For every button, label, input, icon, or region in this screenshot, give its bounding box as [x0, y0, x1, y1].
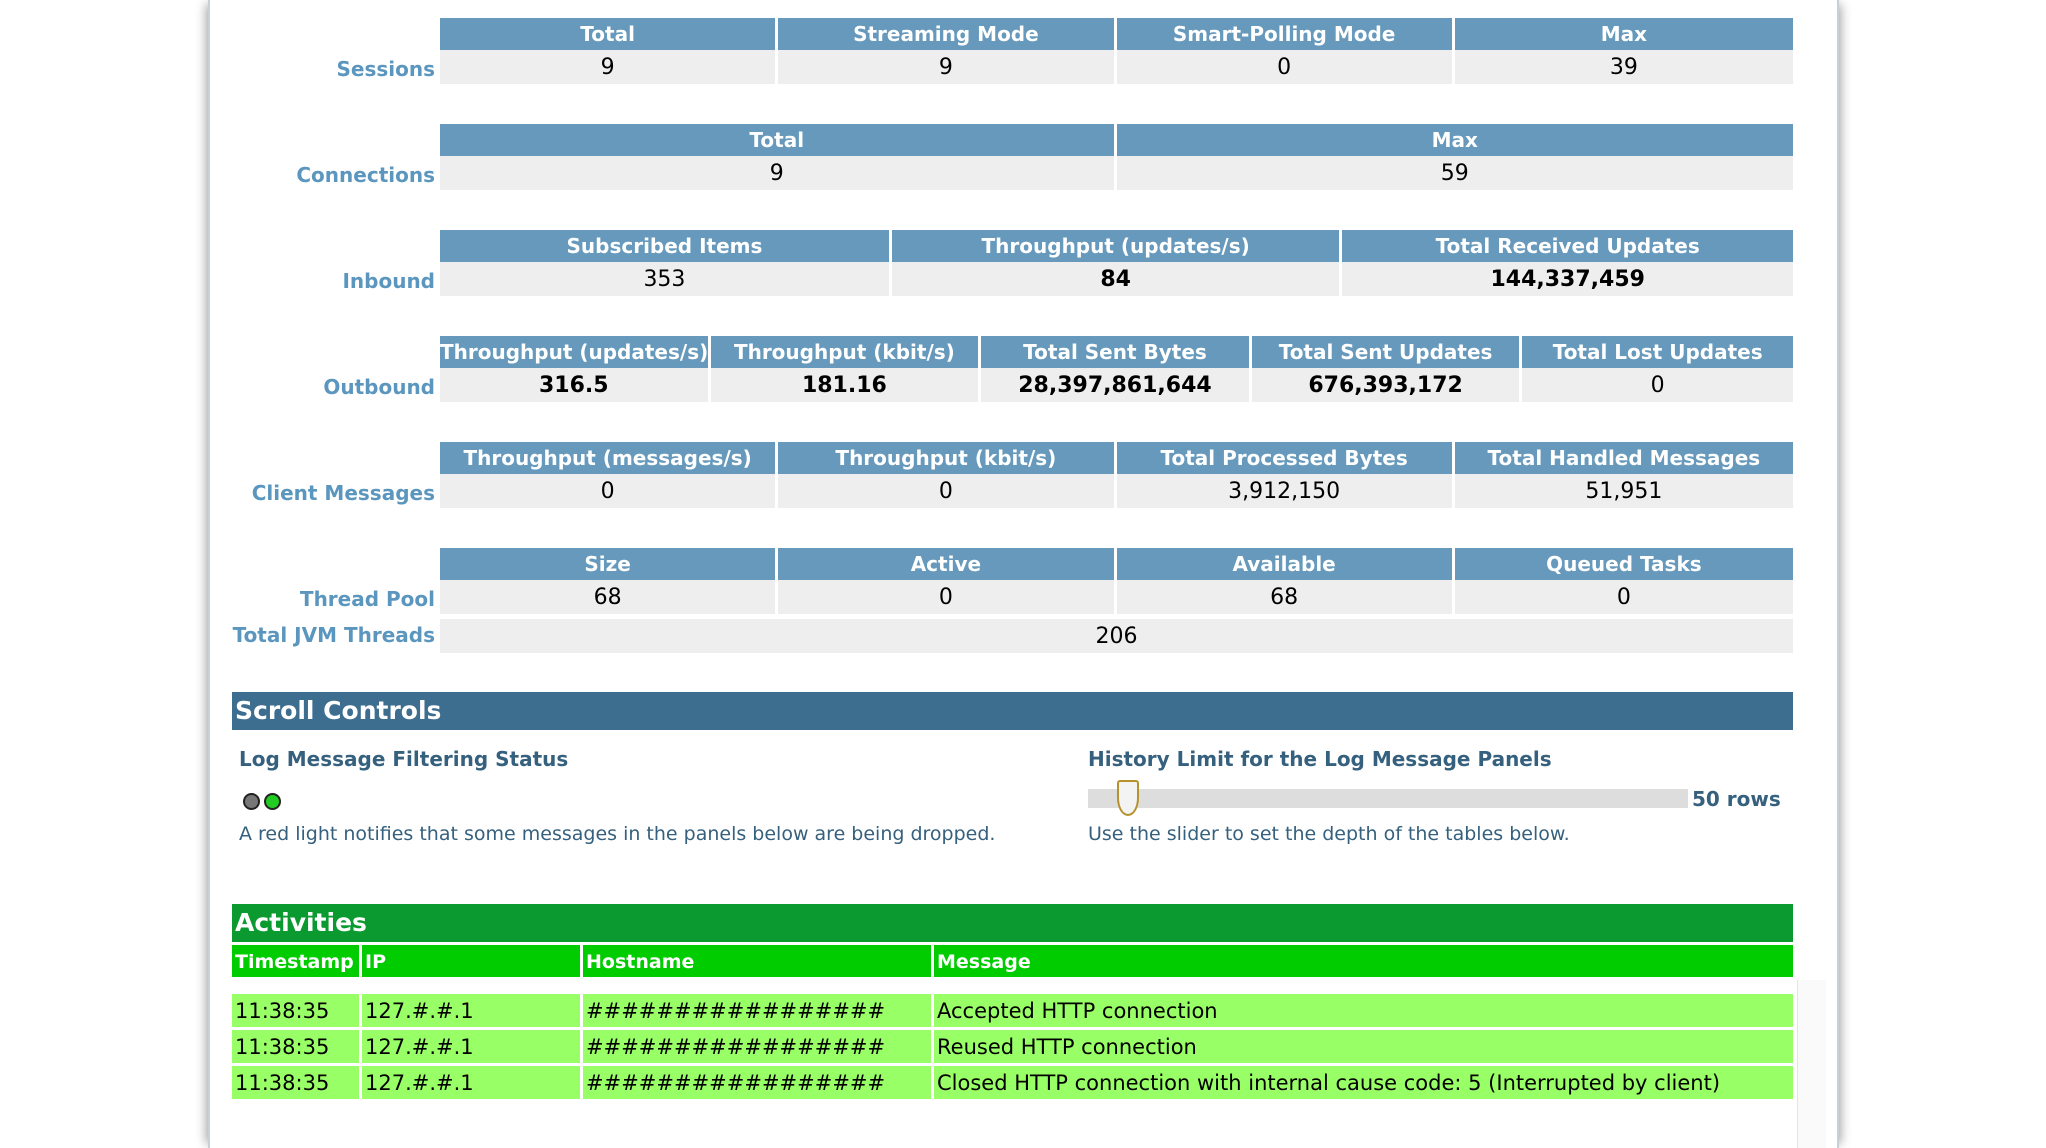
- value-cell: 676,393,172: [1251, 368, 1523, 402]
- filter-status-note: A red light notifies that some messages …: [239, 823, 996, 845]
- activities-table: Timestamp IP Hostname Message 11:38:35 1…: [232, 945, 1793, 1099]
- activities-header: Activities: [232, 904, 1793, 942]
- inbound-label: Inbound: [342, 269, 435, 293]
- header-cell: Throughput (updates/s): [440, 336, 711, 368]
- inbound-table: Subscribed Items Throughput (updates/s) …: [440, 230, 1793, 296]
- header-cell: Smart-Polling Mode: [1116, 18, 1455, 50]
- value-cell: 9: [440, 156, 1117, 190]
- table-row: 11:38:35 127.#.#.1 ################# Reu…: [232, 1030, 1793, 1063]
- column-header-hostname: Hostname: [583, 945, 934, 977]
- value-cell: 0: [1116, 50, 1455, 84]
- history-slider-handle[interactable]: [1117, 780, 1139, 816]
- scroll-controls-header: Scroll Controls: [232, 692, 1793, 730]
- connections-label: Connections: [296, 163, 435, 187]
- value-cell: 206: [440, 619, 1793, 653]
- message-cell: Closed HTTP connection with internal cau…: [934, 1066, 1793, 1099]
- value-cell: 0: [1522, 368, 1793, 402]
- header-cell: Total Processed Bytes: [1116, 442, 1455, 474]
- table-row: 11:38:35 127.#.#.1 ################# Clo…: [232, 1066, 1793, 1099]
- activities-scrollbar[interactable]: [1797, 980, 1826, 1148]
- header-cell: Streaming Mode: [778, 18, 1117, 50]
- history-limit-note: Use the slider to set the depth of the t…: [1088, 823, 1570, 845]
- header-cell: Total Lost Updates: [1522, 336, 1793, 368]
- thread-pool-table: Size Active Available Queued Tasks 68 0 …: [440, 548, 1793, 614]
- header-cell: Total Handled Messages: [1454, 442, 1793, 474]
- outbound-table: Throughput (updates/s) Throughput (kbit/…: [440, 336, 1793, 402]
- ip-cell: 127.#.#.1: [362, 1030, 583, 1063]
- jvm-threads-label: Total JVM Threads: [232, 623, 435, 647]
- header-cell: Throughput (updates/s): [891, 230, 1343, 262]
- sessions-label: Sessions: [336, 57, 435, 81]
- header-cell: Total: [440, 124, 1117, 156]
- column-header-timestamp: Timestamp: [232, 945, 362, 977]
- timestamp-cell: 11:38:35: [232, 1030, 362, 1063]
- header-cell: Total: [440, 18, 779, 50]
- header-cell: Throughput (messages/s): [440, 442, 779, 474]
- value-cell: 28,397,861,644: [981, 368, 1252, 402]
- message-cell: Reused HTTP connection: [934, 1030, 1793, 1063]
- value-cell: 0: [778, 580, 1117, 614]
- header-cell: Max: [1454, 18, 1793, 50]
- header-cell: Total Sent Bytes: [981, 336, 1252, 368]
- client-messages-label: Client Messages: [251, 481, 435, 505]
- hostname-cell: #################: [583, 994, 934, 1027]
- filter-status-title: Log Message Filtering Status: [239, 747, 569, 771]
- value-cell: 0: [1454, 580, 1793, 614]
- value-cell: 144,337,459: [1342, 262, 1793, 296]
- value-cell: 68: [1116, 580, 1455, 614]
- hostname-cell: #################: [583, 1066, 934, 1099]
- header-cell: Max: [1116, 124, 1793, 156]
- value-cell: 84: [891, 262, 1343, 296]
- header-cell: Total Received Updates: [1342, 230, 1793, 262]
- value-cell: 0: [778, 474, 1117, 508]
- value-cell: 0: [440, 474, 779, 508]
- history-slider-track[interactable]: [1088, 789, 1688, 808]
- jvm-threads-table: 206: [440, 619, 1793, 653]
- timestamp-cell: 11:38:35: [232, 994, 362, 1027]
- header-cell: Size: [440, 548, 779, 580]
- column-header-message: Message: [934, 945, 1793, 977]
- header-cell: Available: [1116, 548, 1455, 580]
- connections-table: Total Max 9 59: [440, 124, 1793, 190]
- ip-cell: 127.#.#.1: [362, 994, 583, 1027]
- timestamp-cell: 11:38:35: [232, 1066, 362, 1099]
- value-cell: 3,912,150: [1116, 474, 1455, 508]
- value-cell: 68: [440, 580, 779, 614]
- value-cell: 9: [778, 50, 1117, 84]
- value-cell: 51,951: [1454, 474, 1793, 508]
- status-light-green-icon: [264, 793, 281, 810]
- column-header-ip: IP: [362, 945, 583, 977]
- outbound-label: Outbound: [323, 375, 435, 399]
- value-cell: 59: [1116, 156, 1793, 190]
- thread-pool-label: Thread Pool: [299, 587, 435, 611]
- status-light-off-icon: [243, 793, 260, 810]
- header-cell: Active: [778, 548, 1117, 580]
- message-cell: Accepted HTTP connection: [934, 994, 1793, 1027]
- table-row: 11:38:35 127.#.#.1 ################# Acc…: [232, 994, 1793, 1027]
- sessions-table: Total Streaming Mode Smart-Polling Mode …: [440, 18, 1793, 84]
- client-messages-table: Throughput (messages/s) Throughput (kbit…: [440, 442, 1793, 508]
- value-cell: 39: [1454, 50, 1793, 84]
- header-cell: Throughput (kbit/s): [710, 336, 982, 368]
- history-limit-title: History Limit for the Log Message Panels: [1088, 747, 1552, 771]
- value-cell: 316.5: [440, 368, 711, 402]
- value-cell: 9: [440, 50, 779, 84]
- ip-cell: 127.#.#.1: [362, 1066, 583, 1099]
- header-cell: Queued Tasks: [1454, 548, 1793, 580]
- hostname-cell: #################: [583, 1030, 934, 1063]
- header-cell: Total Sent Updates: [1251, 336, 1523, 368]
- history-slider-value: 50 rows: [1692, 787, 1781, 811]
- value-cell: 353: [440, 262, 892, 296]
- header-cell: Subscribed Items: [440, 230, 892, 262]
- value-cell: 181.16: [710, 368, 982, 402]
- header-cell: Throughput (kbit/s): [778, 442, 1117, 474]
